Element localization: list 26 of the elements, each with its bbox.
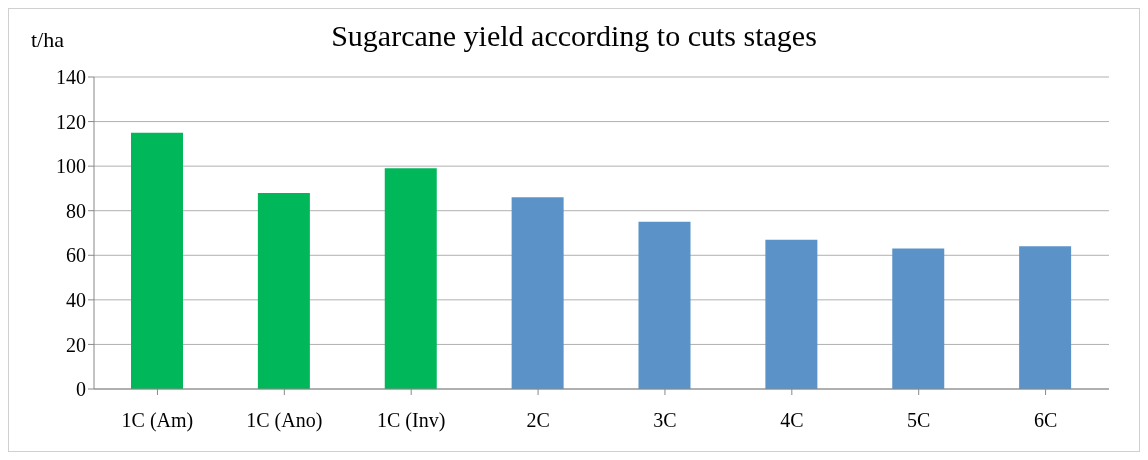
x-tick-label: 5C <box>907 409 931 432</box>
y-tick-label: 60 <box>66 244 86 267</box>
x-tick-label: 1C (Ano) <box>246 409 323 433</box>
x-tick-label: 4C <box>780 409 804 432</box>
bar <box>511 197 564 389</box>
x-tick-label: 3C <box>653 409 677 432</box>
x-tick-label: 6C <box>1033 409 1058 432</box>
bar <box>638 221 691 389</box>
y-tick-label: 40 <box>66 288 86 311</box>
y-axis-title: t/ha <box>31 27 64 53</box>
bar <box>892 248 945 389</box>
y-tick-label: 100 <box>56 155 86 178</box>
bar <box>765 239 818 389</box>
x-tick-label: 1C (Am) <box>121 409 194 433</box>
bar <box>1019 246 1072 389</box>
y-tick-label: 20 <box>66 333 86 356</box>
y-tick-label: 80 <box>66 199 86 222</box>
y-tick-label: 140 <box>56 66 86 89</box>
bar <box>131 132 183 389</box>
y-tick-label: 120 <box>56 110 86 133</box>
x-tick-label: 2C <box>526 409 550 432</box>
chart-title: Sugarcane yield according to cuts stages <box>331 19 817 52</box>
y-tick-label: 0 <box>76 378 86 401</box>
x-tick-label: 1C (Inv) <box>377 409 446 433</box>
bar <box>257 192 310 389</box>
bar <box>384 168 437 389</box>
